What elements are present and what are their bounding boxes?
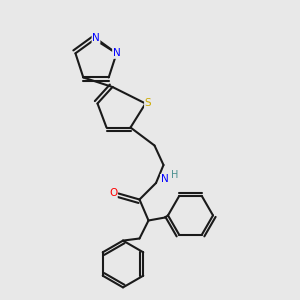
Text: N: N (92, 33, 100, 43)
Text: N: N (160, 174, 168, 184)
Text: H: H (171, 169, 178, 180)
Text: S: S (145, 98, 151, 108)
Text: O: O (109, 188, 117, 199)
Text: N: N (113, 48, 120, 58)
